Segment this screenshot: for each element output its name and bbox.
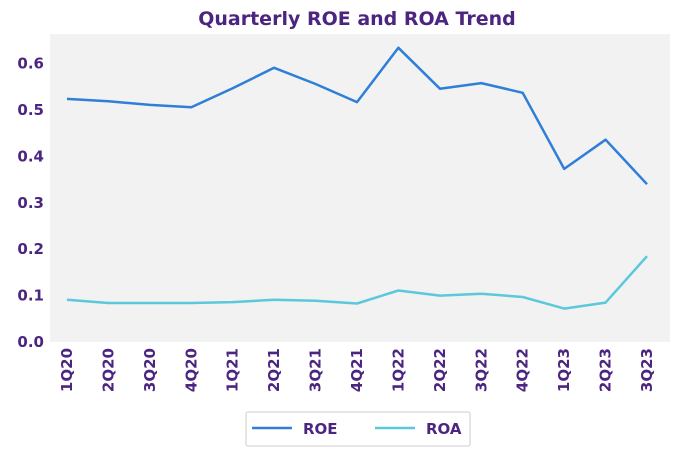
legend-label-roa: ROA xyxy=(426,420,462,438)
chart-title: Quarterly ROE and ROA Trend xyxy=(198,8,516,30)
x-tick-label: 4Q20 xyxy=(182,348,200,392)
x-tick-label: 2Q20 xyxy=(99,348,117,392)
legend[interactable]: ROE ROA xyxy=(245,411,471,447)
x-tick-label: 1Q23 xyxy=(555,348,573,392)
x-tick-label: 4Q21 xyxy=(348,348,366,392)
x-tick-label: 1Q20 xyxy=(58,348,76,392)
y-axis: 0.0 0.1 0.2 0.3 0.4 0.5 0.6 xyxy=(17,55,44,351)
y-tick-label: 0.4 xyxy=(17,147,44,165)
x-tick-label: 1Q22 xyxy=(389,348,407,392)
legend-box xyxy=(245,411,471,447)
x-tick-label: 2Q23 xyxy=(597,348,615,392)
y-tick-label: 0.5 xyxy=(17,101,44,119)
plot-area xyxy=(50,34,670,342)
x-tick-label: 2Q21 xyxy=(265,348,283,392)
series-lines xyxy=(66,46,648,310)
x-tick-label: 3Q21 xyxy=(307,348,325,392)
x-tick-label: 1Q21 xyxy=(224,348,242,392)
y-tick-label: 0.2 xyxy=(17,240,44,258)
y-tick-label: 0.0 xyxy=(17,333,44,351)
x-tick-label: 3Q23 xyxy=(638,348,656,392)
y-tick-label: 0.3 xyxy=(17,194,44,212)
x-tick-label: 3Q22 xyxy=(472,348,490,392)
y-tick-label: 0.6 xyxy=(17,55,44,73)
x-axis: 1Q20 2Q20 3Q20 4Q20 1Q21 2Q21 3Q21 4Q21 1Q22 2Q22… xyxy=(58,348,656,392)
x-tick-label: 3Q20 xyxy=(141,348,159,392)
x-tick-label: 2Q22 xyxy=(431,348,449,392)
x-tick-label: 4Q22 xyxy=(514,348,532,392)
y-tick-label: 0.1 xyxy=(17,287,44,305)
legend-label-roe: ROE xyxy=(303,420,338,438)
